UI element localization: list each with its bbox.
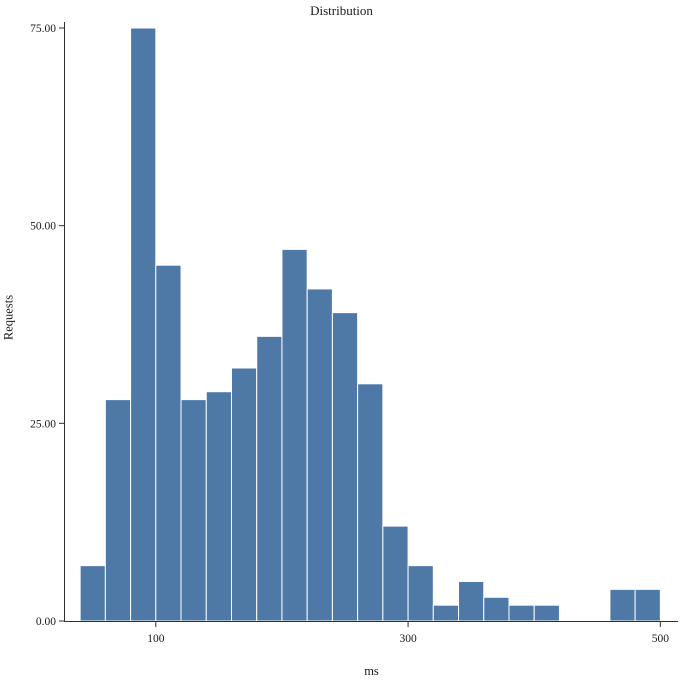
y-tick-label: 0.00 — [36, 616, 56, 628]
histogram-bar — [458, 580, 485, 622]
histogram-bar — [306, 288, 333, 622]
histogram-bar — [609, 588, 636, 622]
histogram-bar — [230, 367, 258, 622]
histogram-bar — [407, 565, 434, 622]
x-axis-label: ms — [364, 664, 379, 678]
histogram-bar — [155, 264, 182, 622]
histogram-bar — [382, 525, 409, 622]
histogram-bar — [357, 383, 384, 622]
histogram-bar — [533, 604, 560, 622]
x-tick-label: 100 — [147, 633, 165, 645]
histogram-bar — [432, 604, 460, 622]
x-tick-label: 300 — [399, 633, 417, 645]
histogram-bar — [180, 399, 207, 622]
y-tick-label: 50.00 — [30, 221, 56, 233]
y-axis-label: Requests — [1, 294, 16, 341]
y-tick-label: 75.00 — [30, 23, 56, 35]
histogram-bar — [130, 27, 157, 622]
histogram-bar — [281, 248, 308, 622]
y-tick-label: 25.00 — [30, 418, 56, 430]
x-tick-label: 500 — [652, 633, 670, 645]
histogram-bar — [256, 335, 283, 622]
chart-title: Distribution — [310, 3, 373, 18]
histogram-bar — [483, 596, 510, 622]
histogram-bar — [79, 565, 106, 622]
histogram-bar — [331, 312, 359, 622]
histogram-bar — [104, 399, 132, 622]
histogram-bar — [508, 604, 535, 622]
histogram-bar — [634, 588, 661, 622]
histogram-bar — [205, 391, 233, 622]
